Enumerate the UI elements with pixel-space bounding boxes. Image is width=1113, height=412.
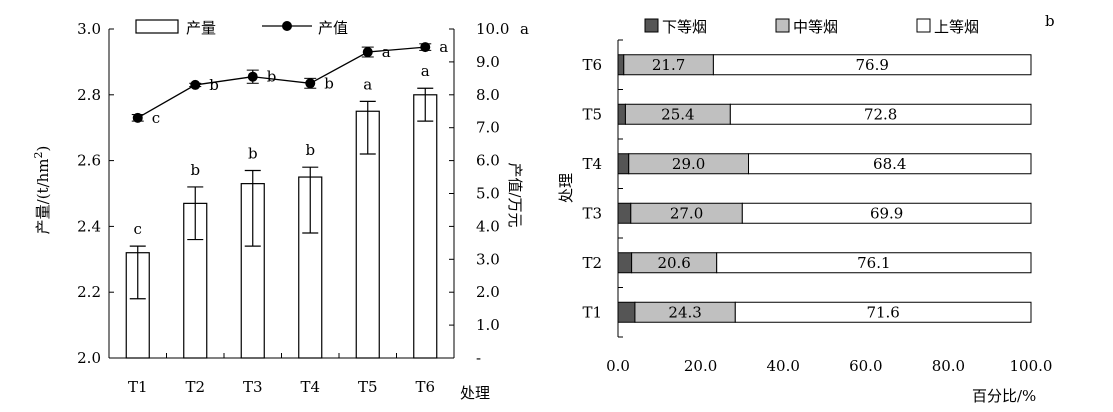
legend-swatch xyxy=(644,18,659,33)
bar-segment-label: 76.9 xyxy=(855,56,888,74)
chart-b-xlabel: 百分比/% xyxy=(972,387,1036,405)
y2-tick-label: 5.0 xyxy=(476,185,500,203)
y-tick-label: T3 xyxy=(582,204,602,222)
bar-segment-label: 24.3 xyxy=(668,303,701,321)
stacked-bar-segment xyxy=(734,301,1032,323)
line-point xyxy=(247,71,258,82)
bar-segment-label: 76.1 xyxy=(857,254,890,272)
y2-tick-label: 6.0 xyxy=(476,152,500,170)
bar-segment-label: 25.4 xyxy=(661,105,694,123)
y-tick-label: 3.0 xyxy=(77,20,101,38)
x-tick-label: 100.0 xyxy=(1010,357,1053,375)
bar-significance-label: c xyxy=(134,220,142,238)
point-significance-label: a xyxy=(439,38,448,56)
chart-b-ylabel: 处理 xyxy=(557,173,575,203)
point-significance-label: b xyxy=(209,76,219,94)
y-tick-label: 2.4 xyxy=(77,217,101,235)
y-tick-label: 2.6 xyxy=(77,152,101,170)
x-tick-label: 80.0 xyxy=(932,357,965,375)
x-tick-label: T6 xyxy=(415,378,435,396)
y2-tick-label: 7.0 xyxy=(476,119,500,137)
line-point xyxy=(132,112,143,123)
y-tick-label: 2.8 xyxy=(77,86,101,104)
y2-tick-label: 8.0 xyxy=(476,86,500,104)
bar-segment-label: 21.7 xyxy=(652,56,685,74)
bar xyxy=(413,94,438,359)
legend-label: 中等烟 xyxy=(793,18,838,36)
chart-a-xlabel: 处理 xyxy=(460,384,490,402)
chart-a: a 处理 产量/(t/hm2) 产值/万元 2.0 2.2 2.4 2.6 2.8 3.0… xyxy=(32,19,529,402)
legend-label: 产量 xyxy=(186,19,216,37)
stacked-bar-segment xyxy=(712,54,1032,76)
line-point xyxy=(190,79,201,90)
bar-significance-label: b xyxy=(305,141,315,159)
x-tick-label: 40.0 xyxy=(766,357,799,375)
y-tick-label: T6 xyxy=(582,56,602,74)
panel-a-label: a xyxy=(520,20,529,38)
chart-a-ylabel: 产量/(t/hm2) xyxy=(32,146,52,235)
y2-tick-label: 4.0 xyxy=(476,217,500,235)
y2-tick-label: - xyxy=(476,349,481,367)
bar-significance-label: b xyxy=(248,144,258,162)
chart-a-y2label: 产值/万元 xyxy=(506,162,524,227)
stacked-bar-segment xyxy=(617,301,636,323)
legend-swatch xyxy=(775,18,790,33)
stacked-bar-segment xyxy=(617,153,630,175)
x-tick-label: 0.0 xyxy=(606,357,630,375)
y2-tick-label: 1.0 xyxy=(476,316,500,334)
y2-tick-label: 3.0 xyxy=(476,250,500,268)
line-point xyxy=(362,47,373,58)
y-tick-label: T5 xyxy=(582,105,602,123)
x-tick-label: T3 xyxy=(243,378,263,396)
x-tick-label: 20.0 xyxy=(684,357,717,375)
stacked-bar-segment xyxy=(617,103,626,125)
bar-significance-label: a xyxy=(363,75,372,93)
bar-segment-label: 68.4 xyxy=(873,155,906,173)
stacked-bar-segment xyxy=(617,202,632,224)
stacked-bar-segment xyxy=(617,54,625,76)
y2-tick-label: 10.0 xyxy=(476,20,509,38)
y-tick-label: T1 xyxy=(582,303,602,321)
point-significance-label: b xyxy=(324,74,334,92)
legend-label: 下等烟 xyxy=(662,18,707,36)
point-significance-label: a xyxy=(382,43,391,61)
bar-segment-label: 20.6 xyxy=(657,254,690,272)
line-series xyxy=(137,46,426,119)
x-tick-label: 60.0 xyxy=(849,357,882,375)
panel-b-label: b xyxy=(1045,12,1055,30)
line-point xyxy=(305,78,316,89)
x-tick-label: T5 xyxy=(358,378,378,396)
bar-segment-label: 27.0 xyxy=(670,204,703,222)
y-tick-label: 2.0 xyxy=(77,349,101,367)
y2-tick-label: 2.0 xyxy=(476,283,500,301)
point-significance-label: c xyxy=(152,109,160,127)
legend-label: 产值 xyxy=(318,19,348,37)
line-point xyxy=(420,42,431,53)
x-tick-label: T1 xyxy=(128,378,148,396)
stacked-bar-segment xyxy=(741,202,1032,224)
x-tick-label: T4 xyxy=(300,378,320,396)
point-significance-label: b xyxy=(267,68,277,86)
y2-tick-label: 9.0 xyxy=(476,53,500,71)
y-tick-label: T2 xyxy=(582,254,602,272)
bar-segment-label: 71.6 xyxy=(866,303,899,321)
legend-line-marker xyxy=(282,21,292,31)
legend-bar-swatch xyxy=(135,19,179,34)
stacked-bar-segment xyxy=(729,103,1032,125)
bar-segment-label: 72.8 xyxy=(864,105,897,123)
stacked-bar-segment xyxy=(716,252,1032,274)
y-tick-label: T4 xyxy=(582,155,602,173)
chart-b: b 百分比/% 处理 0.0 20.0 40.0 60.0 80.0 100.0 T1 24.… xyxy=(557,12,1055,405)
legend-label: 上等烟 xyxy=(934,18,979,36)
bar-segment-label: 29.0 xyxy=(672,155,705,173)
bar-significance-label: a xyxy=(421,62,430,80)
stacked-bar-segment xyxy=(617,252,633,274)
legend-swatch xyxy=(916,18,931,33)
stacked-bar-segment xyxy=(748,153,1032,175)
x-tick-label: T2 xyxy=(185,378,205,396)
bar-significance-label: b xyxy=(190,161,200,179)
bar-segment-label: 69.9 xyxy=(870,204,903,222)
y-tick-label: 2.2 xyxy=(77,283,101,301)
